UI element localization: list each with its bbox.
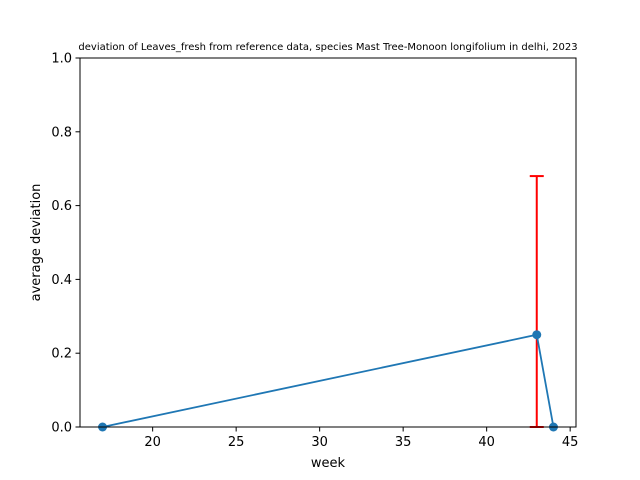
y-tick-label-1: 0.2 [51,347,72,362]
y-tick-label-2: 0.4 [51,273,72,288]
x-tick-label-3: 35 [395,435,412,450]
y-tick-label-5: 1.0 [51,52,72,67]
x-tick-label-5: 45 [562,435,579,450]
y-axis: 0.0 0.2 0.4 0.6 0.8 1.0 [51,52,80,436]
plot-area [98,175,558,432]
x-axis: 20 25 30 35 40 45 [144,427,578,450]
y-tick-label-3: 0.6 [51,199,72,214]
chart-title: deviation of Leaves_fresh from reference… [78,42,577,53]
axes-frame [79,57,577,428]
series-line-0 [102,333,555,428]
x-tick-label-2: 30 [311,435,328,450]
x-tick-label-0: 20 [144,435,161,450]
x-tick-label-4: 40 [478,435,495,450]
data-point-0-1 [532,330,542,340]
y-tick-label-0: 0.0 [51,421,72,436]
x-axis-label: week [311,456,346,471]
y-tick-label-4: 0.8 [51,125,72,140]
x-tick-label-1: 25 [228,435,245,450]
y-axis-label: average deviation [29,184,44,302]
